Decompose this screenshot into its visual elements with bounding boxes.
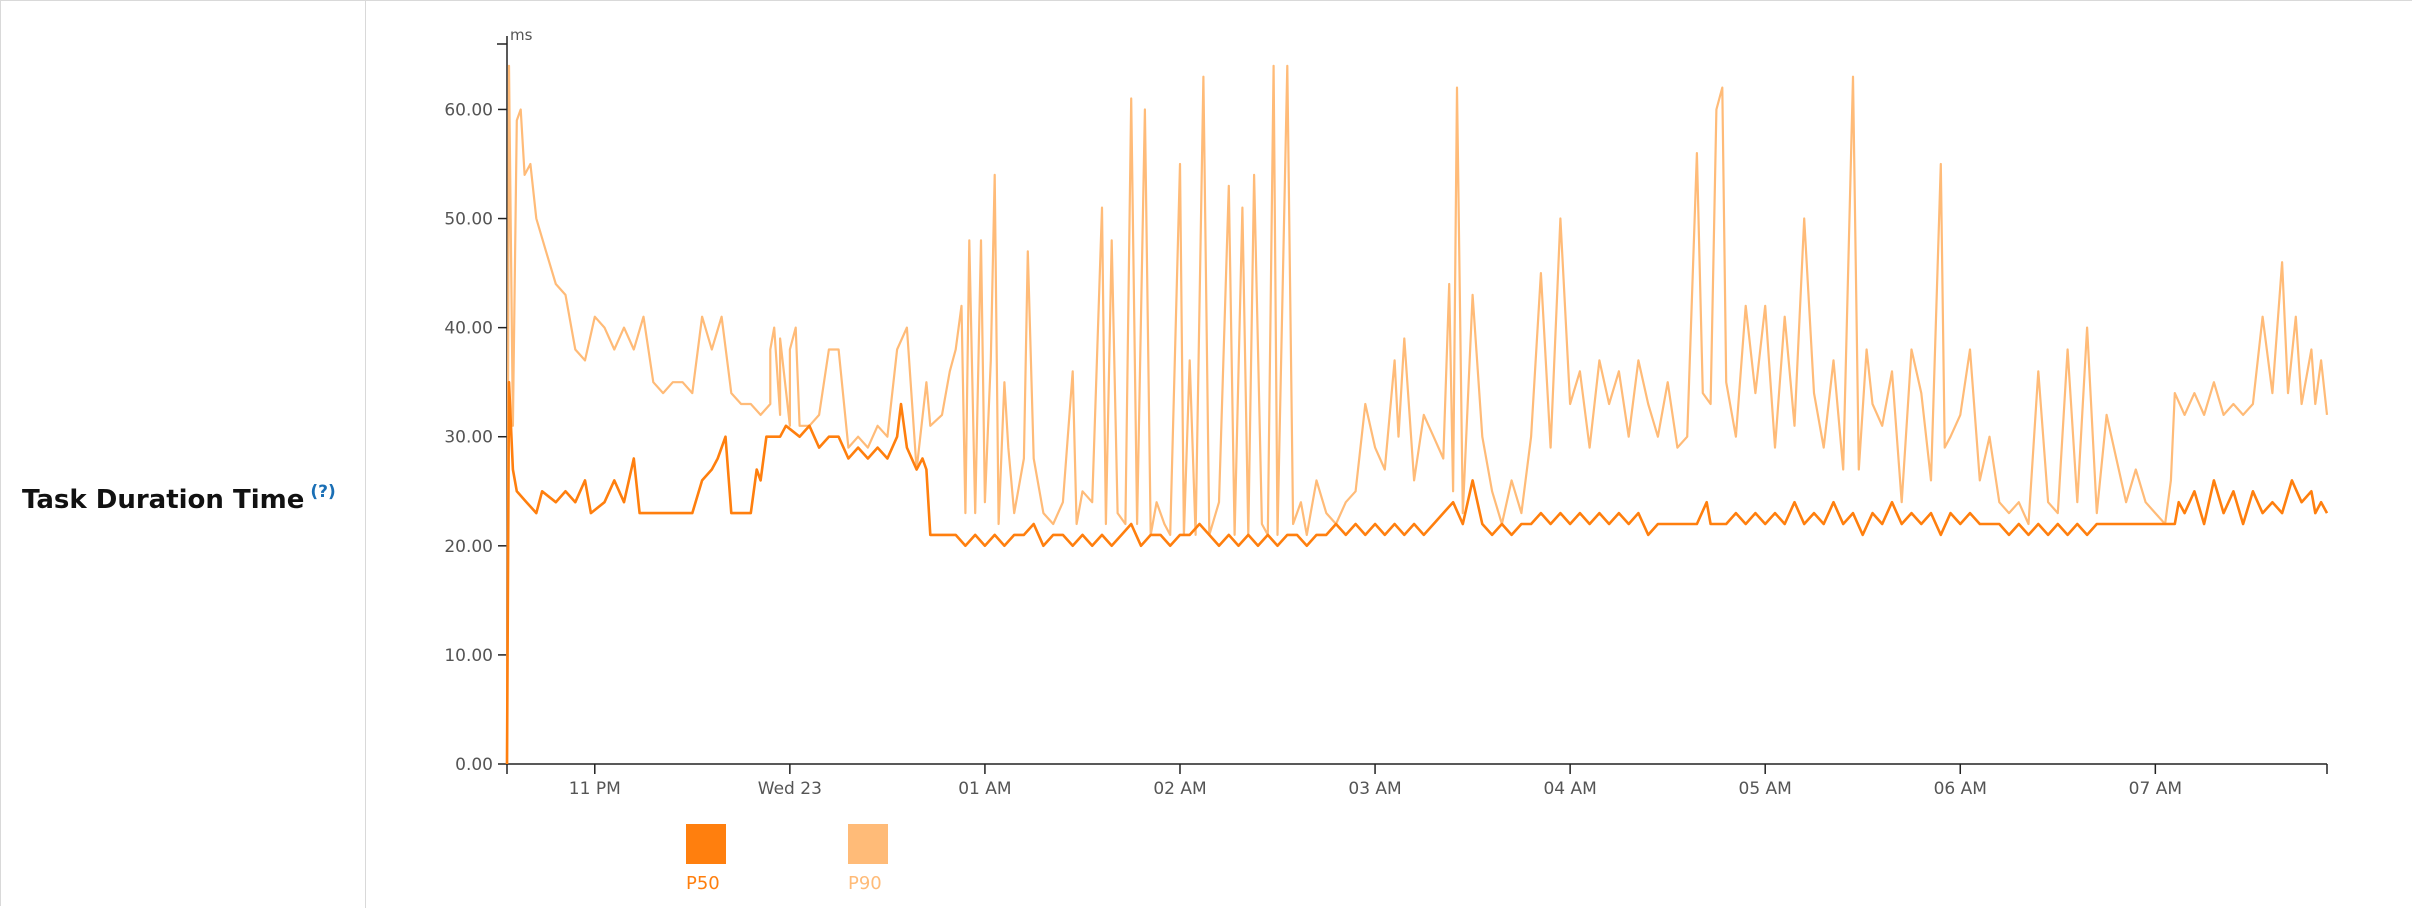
legend-swatch-p50[interactable]: [686, 824, 726, 864]
series-line-p90: [505, 64, 2329, 765]
x-tick-label: 03 AM: [1348, 779, 1401, 799]
chart-cell: ms 0.00 10.00 20.00 30.00 40.00 50.00 60.00 11 P…: [366, 1, 2412, 908]
y-tick-label: 20.00: [444, 537, 493, 557]
x-tick-label: 07 AM: [2129, 779, 2182, 799]
legend-label-p50[interactable]: P50: [686, 873, 720, 894]
x-tick-label: 04 AM: [1543, 779, 1596, 799]
x-tick-label: 11 PM: [569, 779, 621, 799]
series-line-p50: [505, 380, 2329, 765]
x-tick-label: 06 AM: [1934, 779, 1987, 799]
x-tick-label: 05 AM: [1739, 779, 1792, 799]
help-link[interactable]: (?): [310, 482, 336, 502]
y-tick-label: 60.00: [444, 100, 493, 120]
metric-title-text: Task Duration Time: [22, 485, 305, 515]
x-tick-label: 02 AM: [1153, 779, 1206, 799]
y-tick-label: 0.00: [455, 755, 493, 775]
y-axis-unit: ms: [510, 26, 533, 44]
metric-label-cell: Task Duration Time (?): [1, 1, 366, 908]
task-duration-chart: ms 0.00 10.00 20.00 30.00 40.00 50.00 60.00 11 P…: [444, 26, 2329, 894]
y-tick-label: 30.00: [444, 428, 493, 448]
y-tick-label: 10.00: [444, 646, 493, 666]
x-tick-label: 01 AM: [958, 779, 1011, 799]
y-tick-label: 40.00: [444, 319, 493, 339]
metric-title: Task Duration Time (?): [22, 482, 336, 515]
legend-label-p90[interactable]: P90: [848, 873, 882, 894]
y-tick-label: 50.00: [444, 210, 493, 230]
x-tick-label: Wed 23: [758, 779, 822, 799]
legend-swatch-p90[interactable]: [848, 824, 888, 864]
